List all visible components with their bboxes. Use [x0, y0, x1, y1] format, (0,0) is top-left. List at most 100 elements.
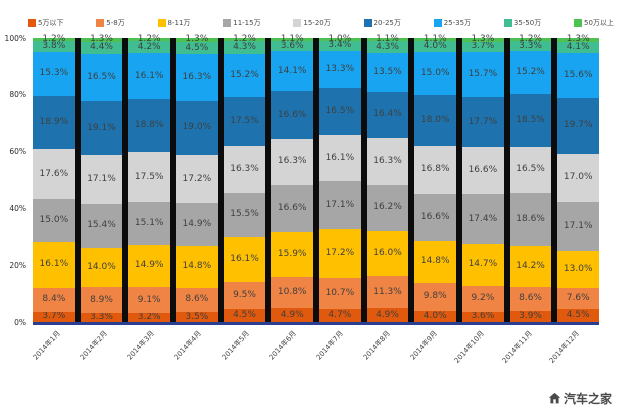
bar-segment: 3.6%: [271, 41, 314, 52]
bar-segment: 11.3%: [366, 276, 409, 309]
segment-value-label: 14.8%: [182, 261, 212, 272]
y-axis: 0% 20% 40% 60% 80% 100%: [0, 34, 29, 325]
segment-value-label: 15.0%: [420, 68, 450, 79]
segment-value-label: 4.0%: [423, 41, 447, 52]
legend-item: 15-20万: [293, 19, 331, 27]
x-tick-label: 2014年2月: [78, 329, 110, 362]
x-tick-label: 2014年1月: [31, 329, 62, 362]
x-tick-label: 2014年5月: [220, 329, 251, 362]
segment-value-label: 17.4%: [468, 213, 498, 224]
legend-label: 11-15万: [233, 18, 261, 27]
segment-value-label: 16.1%: [230, 253, 259, 264]
legend-swatch: [28, 19, 36, 27]
bar-segment: 16.8%: [414, 146, 457, 194]
x-tick-label: 2014年6月: [267, 329, 298, 362]
bar-segment: 3.4%: [319, 41, 361, 51]
segment-value-label: 16.5%: [87, 72, 116, 83]
bar-segment: 16.5%: [80, 54, 123, 102]
segment-value-label: 3.6%: [471, 311, 495, 322]
bar-segment: 3.2%: [128, 311, 171, 322]
segment-value-label: 16.5%: [325, 106, 355, 117]
legend-label: 8-11万: [167, 18, 191, 27]
x-axis: 2014年1月 2014年2月 2014年3月 2014年4月 2014年5月 2014年…: [31, 327, 599, 387]
segment-value-label: 3.2%: [137, 311, 161, 322]
segment-value-label: 15.1%: [134, 217, 164, 228]
bar-segment: 1.1%: [271, 35, 314, 44]
legend-item: 35-50万: [503, 18, 542, 27]
segment-value-label: 13.0%: [563, 263, 593, 274]
segment-value-label: 17.0%: [563, 172, 593, 183]
segment-value-label: 4.2%: [137, 41, 161, 52]
legend-item: 8-11万: [157, 18, 191, 27]
segment-value-label: 4.5%: [233, 310, 256, 321]
segment-value-label: 16.1%: [325, 152, 355, 163]
bar-segment: 1.3%: [557, 35, 600, 44]
bar-segment: 3.6%: [462, 311, 504, 322]
segment-value-label: 7.6%: [566, 292, 590, 303]
legend-label: 35-50万: [513, 18, 542, 27]
segment-value-label: 16.6%: [468, 165, 498, 176]
segment-value-label: 16.5%: [516, 164, 545, 175]
bar-segment: 16.1%: [128, 53, 171, 99]
stacked-bar: 4.9% 10.8% 15.9% 16.6% 16.3% 16.6% 14.1% 3.6% 1.…: [271, 35, 314, 322]
segment-value-label: 4.5%: [566, 310, 590, 321]
bar-segment: 18.9%: [33, 95, 75, 150]
bar-segment: 17.1%: [80, 155, 123, 204]
bar-segment: 1.3%: [80, 35, 123, 44]
bar-segment: 18.0%: [414, 95, 457, 147]
bar-segment: 17.4%: [462, 194, 504, 244]
legend-swatch: [293, 19, 302, 27]
y-tick-label: 20%: [9, 260, 26, 270]
segment-value-label: 8.4%: [42, 294, 66, 305]
stacked-bar: 3.5% 8.6% 14.8% 14.9% 17.2% 19.0% 16.3% 4.5% 1.3…: [176, 35, 218, 322]
y-tick-label: 100%: [4, 33, 26, 43]
stacked-bar: 4.9% 11.3% 16.0% 16.2% 16.3% 16.4% 13.5% 4.3% 1.…: [366, 35, 409, 322]
segment-value-label: 18.6%: [516, 214, 545, 225]
bar-segment: 3.5%: [176, 312, 218, 322]
bar-segment: 15.9%: [271, 232, 314, 278]
bar-segment: 3.3%: [509, 40, 552, 51]
segment-value-label: 4.9%: [280, 309, 304, 320]
segment-value-label: 16.3%: [277, 156, 307, 167]
bar-segment: 8.6%: [509, 286, 552, 311]
segment-value-label: 17.6%: [39, 168, 69, 179]
bar-segment: 16.3%: [176, 54, 218, 101]
segment-value-label: 15.7%: [468, 69, 498, 80]
segment-value-label: 14.8%: [420, 256, 450, 267]
segment-value-label: 3.4%: [328, 40, 352, 51]
bar-segment: 4.0%: [414, 41, 457, 53]
bar-segment: 4.5%: [223, 309, 266, 322]
segment-value-label: 3.3%: [519, 40, 542, 51]
stacked-bar: 3.9% 8.6% 14.2% 18.6% 16.5% 18.5% 15.2% 3.3% 1.2…: [509, 35, 552, 322]
segment-value-label: 4.1%: [566, 42, 590, 53]
segment-value-label: 16.6%: [420, 211, 450, 222]
y-tick-label: 80%: [9, 90, 26, 100]
segment-value-label: 3.7%: [471, 41, 495, 52]
segment-value-label: 11.3%: [373, 286, 402, 297]
segment-value-label: 3.9%: [519, 310, 542, 321]
legend-swatch: [574, 19, 583, 27]
watermark-text: 汽车之家: [563, 391, 612, 406]
stacked-bar: 4.5% 7.6% 13.0% 17.1% 17.0% 19.7% 15.6% 4.1% 1.3…: [557, 35, 600, 322]
segment-value-label: 3.8%: [42, 41, 66, 52]
bar-segment: 16.6%: [271, 91, 314, 139]
bar-segment: 1.3%: [176, 35, 218, 44]
bar-segment: 15.2%: [223, 53, 266, 97]
bar-segment: 4.2%: [128, 41, 171, 54]
segment-value-label: 16.6%: [277, 109, 307, 120]
x-tick-label: 2014年11月: [500, 329, 534, 365]
segment-value-label: 14.2%: [516, 260, 545, 271]
watermark: 汽车之家: [548, 392, 612, 405]
stacked-bar: 4.5% 9.5% 16.1% 15.5% 16.3% 17.5% 15.2% 4.3% 1.2…: [223, 35, 266, 322]
segment-value-label: 17.2%: [182, 173, 212, 184]
segment-value-label: 17.7%: [468, 116, 498, 127]
bar-segment: 1.3%: [462, 35, 504, 44]
bar-segment: 19.0%: [176, 100, 218, 155]
legend-label: 50万以上: [584, 18, 614, 27]
bar-segment: 14.0%: [80, 247, 123, 288]
bar-segment: 1.2%: [128, 35, 171, 44]
segment-value-label: 9.8%: [423, 291, 447, 302]
bar-segment: 14.1%: [271, 51, 314, 92]
x-tick-label: 2014年7月: [314, 329, 345, 362]
bar-segment: 17.2%: [319, 229, 361, 279]
